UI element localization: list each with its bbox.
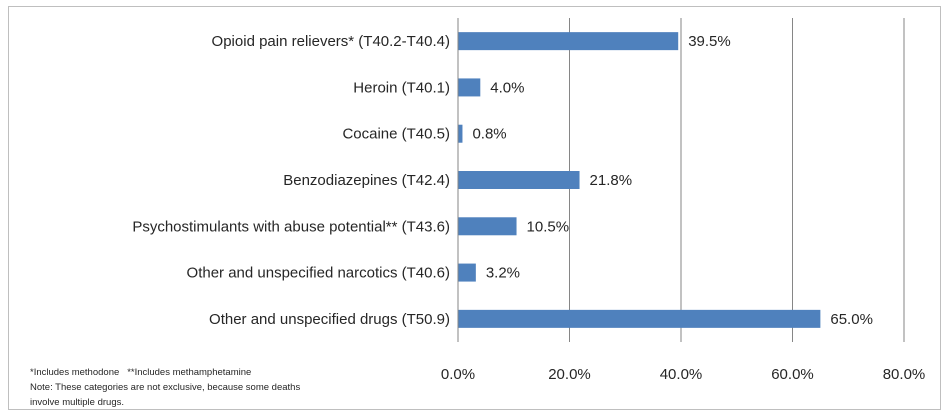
data-label: 4.0% [490, 79, 524, 96]
category-label: Opioid pain relievers* (T40.2-T40.4) [212, 33, 450, 50]
bar [458, 263, 476, 282]
bar [458, 124, 463, 143]
footnote-methodone: *Includes methodone [30, 367, 120, 378]
category-label: Cocaine (T40.5) [342, 126, 450, 143]
data-label: 3.2% [486, 265, 520, 282]
x-tick-label: 20.0% [548, 366, 591, 383]
footnotes-line: *Includes methodone **Includes methamphe… [30, 365, 300, 380]
data-label: 39.5% [688, 33, 731, 50]
data-label: 10.5% [527, 218, 570, 235]
bar [458, 78, 481, 97]
data-label: 65.0% [830, 311, 873, 328]
category-label: Heroin (T40.1) [353, 79, 450, 96]
footnote-methamphetamine: **Includes methamphetamine [127, 367, 252, 378]
bar [458, 32, 679, 51]
category-label: Other and unspecified drugs (T50.9) [209, 311, 450, 328]
chart-frame [8, 6, 941, 410]
x-tick-label: 60.0% [771, 366, 814, 383]
category-label: Other and unspecified narcotics (T40.6) [187, 265, 450, 282]
data-label: 21.8% [590, 172, 633, 189]
bar [458, 217, 517, 236]
category-label: Benzodiazepines (T42.4) [283, 172, 450, 189]
note-line-1: Note: These categories are not exclusive… [30, 382, 301, 393]
bar [458, 309, 821, 328]
note-line-2: involve multiple drugs. [30, 397, 124, 408]
category-label: Psychostimulants with abuse potential** … [132, 218, 450, 235]
x-tick-label: 0.0% [441, 366, 475, 383]
data-label: 0.8% [472, 126, 506, 143]
x-tick-label: 40.0% [660, 366, 703, 383]
x-tick-label: 80.0% [883, 366, 926, 383]
chart-notes: *Includes methodone **Includes methamphe… [30, 365, 300, 410]
bar [458, 171, 580, 189]
